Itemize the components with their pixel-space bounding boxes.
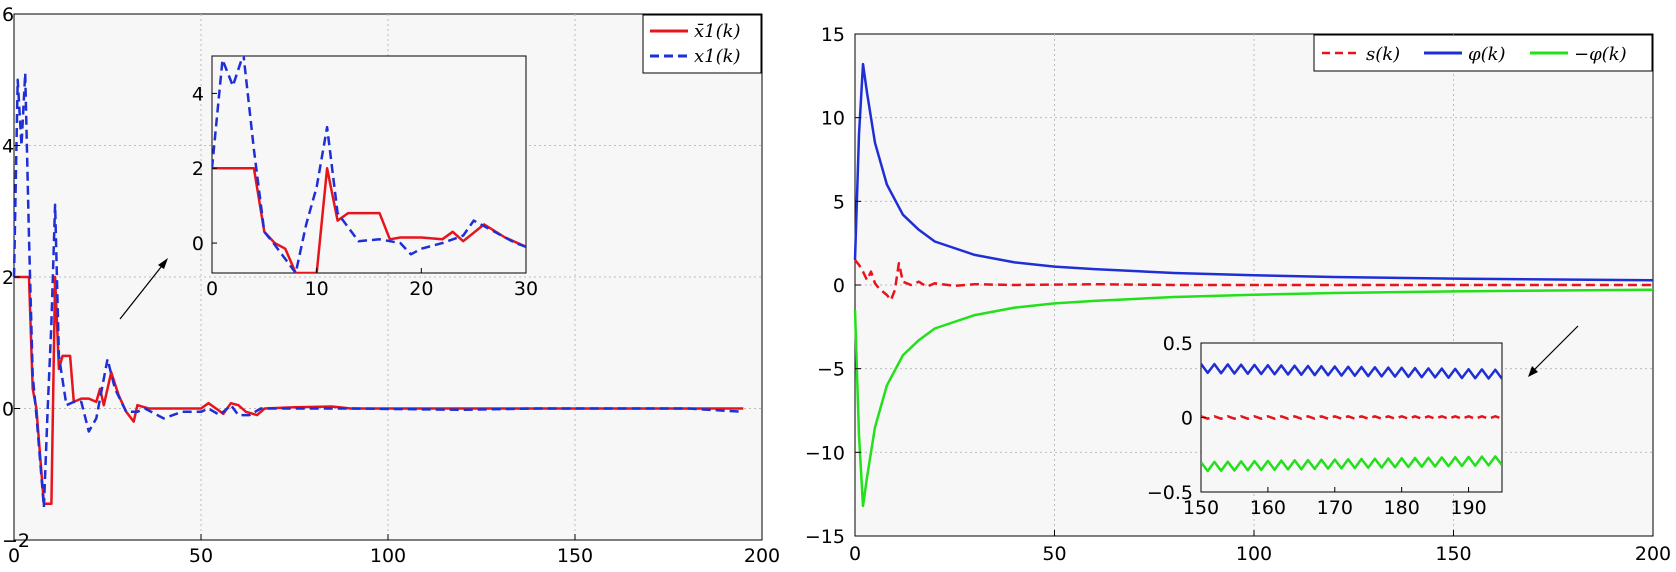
inset-y-tick-label: 0 — [1181, 408, 1193, 430]
inset-y-tick-label: 2 — [192, 158, 204, 180]
inset-x-tick-label: 190 — [1450, 497, 1486, 519]
inset-y-tick-label: −0.5 — [1147, 482, 1193, 504]
y-tick-label: 15 — [821, 24, 845, 46]
x-tick-label: 100 — [370, 545, 406, 567]
left-legend: x̄1(k) x1(k) — [642, 14, 762, 74]
y-tick-label: 0 — [833, 275, 845, 297]
inset-series-line-0 — [1201, 415, 1502, 420]
y-tick-label: 5 — [833, 191, 845, 213]
legend-label-xbar1: x̄1(k) — [694, 21, 741, 42]
y-tick-label: −2 — [2, 530, 30, 552]
inset-x-tick-label: 160 — [1250, 497, 1286, 519]
left-inset-series-group — [212, 56, 526, 273]
right-legend: s(k) φ(k) −φ(k) — [1313, 34, 1653, 72]
x-tick-label: 200 — [744, 545, 780, 567]
inset-x-tick-label: 30 — [514, 278, 538, 300]
legend-label-x1: x1(k) — [694, 46, 741, 67]
legend-label-negphi: −φ(k) — [1574, 44, 1627, 65]
series-line-1 — [853, 62, 1654, 282]
inset-x-tick-label: 0 — [206, 278, 218, 300]
inset-y-tick-label: 4 — [192, 83, 204, 105]
inset-series-lines — [212, 56, 526, 273]
inset-x-tick-label: 180 — [1384, 497, 1420, 519]
x-tick-label: 0 — [849, 543, 861, 565]
right-series-group — [853, 62, 1654, 508]
left-inset-plot-area — [211, 55, 527, 274]
legend-label-s: s(k) — [1366, 44, 1400, 65]
y-tick-label: −5 — [817, 359, 845, 381]
inset-series-line-0 — [212, 166, 526, 273]
inset-x-tick-label: 170 — [1317, 497, 1353, 519]
x-tick-label: 50 — [1042, 543, 1066, 565]
x-tick-label: 100 — [1236, 543, 1272, 565]
y-tick-label: −10 — [805, 442, 845, 464]
series-line-2 — [853, 288, 1654, 508]
x-tick-label: 150 — [557, 545, 593, 567]
right-inset-series-group — [1201, 362, 1502, 473]
x-tick-label: 200 — [1635, 543, 1671, 565]
left-inset: 0 10 20 30 0 2 4 — [192, 55, 538, 300]
inset-x-tick-label: 20 — [409, 278, 433, 300]
inset-series-lines — [1201, 362, 1502, 473]
inset-series-line-2 — [1201, 455, 1502, 473]
right-tick-labels: 0 50 100 150 200 −15 −10 −5 0 5 10 15 — [805, 24, 1671, 565]
y-tick-label: 4 — [2, 136, 14, 158]
inset-y-tick-label: 0.5 — [1163, 333, 1193, 355]
y-tick-label: 2 — [2, 267, 14, 289]
left-series-group — [12, 71, 744, 509]
x-tick-label: 50 — [189, 545, 213, 567]
inset-series-line-1 — [212, 56, 526, 273]
right-chart: 0 50 100 150 200 −15 −10 −5 0 5 10 15 s(k) φ(k) −φ(… — [805, 24, 1671, 565]
legend-label-phi: φ(k) — [1468, 44, 1506, 65]
y-tick-label: 0 — [2, 399, 14, 421]
x-tick-label: 150 — [1435, 543, 1471, 565]
left-zoom-arrow — [119, 258, 168, 320]
y-tick-label: −15 — [805, 526, 845, 548]
y-tick-label: 6 — [2, 4, 14, 26]
inset-series-line-1 — [1201, 362, 1502, 380]
y-tick-label: 10 — [821, 108, 845, 130]
left-inset-tick-labels: 0 10 20 30 0 2 4 — [192, 83, 538, 300]
right-inset-tick-labels: 150 160 170 180 190 −0.5 0 0.5 — [1147, 333, 1487, 519]
inset-x-tick-label: 150 — [1183, 497, 1219, 519]
series-line-0 — [854, 259, 1653, 302]
inset-x-tick-label: 10 — [305, 278, 329, 300]
series-line-1 — [12, 71, 744, 509]
x-tick-label: 0 — [8, 545, 20, 567]
right-zoom-arrow — [1528, 325, 1579, 377]
inset-y-tick-label: 0 — [192, 233, 204, 255]
right-inset: 150 160 170 180 190 −0.5 0 0.5 — [1147, 333, 1503, 519]
